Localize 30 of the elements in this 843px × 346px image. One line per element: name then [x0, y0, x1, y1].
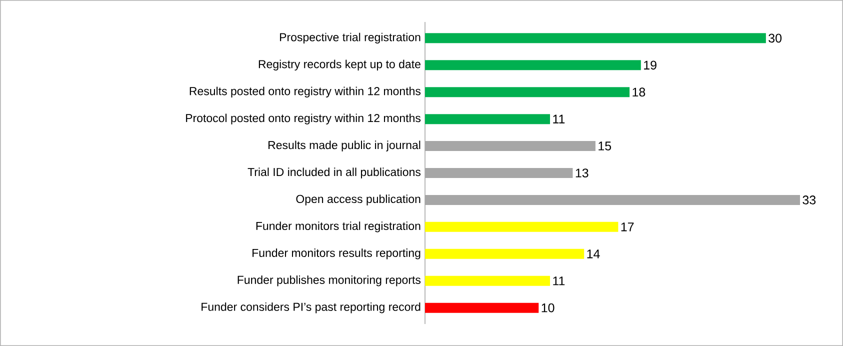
y-tick-label: Prospective trial registration	[280, 32, 420, 44]
y-tick-label: Open access publication	[296, 194, 420, 206]
data-label: 30	[768, 34, 782, 43]
bar	[425, 60, 641, 70]
data-label: 14	[587, 250, 600, 258]
bar	[425, 87, 630, 98]
bar	[425, 114, 550, 124]
data-label: 11	[553, 114, 565, 124]
data-label: 18	[632, 88, 646, 97]
bar	[425, 222, 618, 232]
y-tick-label: Funder considers PI’s past reporting record	[202, 302, 420, 314]
y-tick-label: Trial ID included in all publications	[248, 168, 421, 178]
y-tick-label: Results made public in journal	[268, 140, 420, 152]
y-tick-label: Funder publishes monitoring reports	[238, 276, 421, 286]
data-label: 17	[621, 222, 634, 232]
data-label: 13	[576, 168, 588, 178]
bar	[425, 302, 539, 313]
data-label: 10	[542, 303, 554, 312]
bar	[425, 276, 550, 286]
data-label: 33	[802, 196, 816, 204]
y-tick-label: Protocol posted onto registry within 12 months	[186, 114, 421, 124]
data-label: 19	[644, 60, 656, 70]
bar	[425, 248, 584, 259]
y-tick-label: Results posted onto registry within 12 months	[190, 86, 421, 98]
bar	[425, 33, 766, 44]
data-label: 15	[598, 142, 612, 150]
data-label: 11	[553, 276, 565, 286]
y-tick-label: Registry records kept up to date	[258, 60, 420, 71]
y-tick-label: Funder monitors trial registration	[256, 222, 420, 232]
y-tick-label: Funder monitors results reporting	[252, 248, 420, 260]
